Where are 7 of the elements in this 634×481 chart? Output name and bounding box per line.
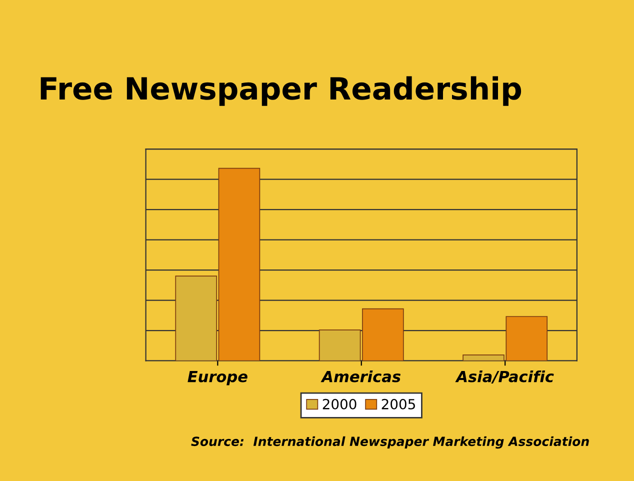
x-tick-label: Europe <box>188 370 248 386</box>
x-tick-label: Americas <box>320 370 401 382</box>
chart-title: Free Newspaper Readership <box>40 76 522 106</box>
source-note: Source: International Newspaper Marketing Association <box>191 436 589 449</box>
x-tick-label: Asia/Pacific <box>455 370 554 384</box>
legend-label: 2000 <box>322 398 356 410</box>
legend-label: 2005 <box>382 398 415 410</box>
